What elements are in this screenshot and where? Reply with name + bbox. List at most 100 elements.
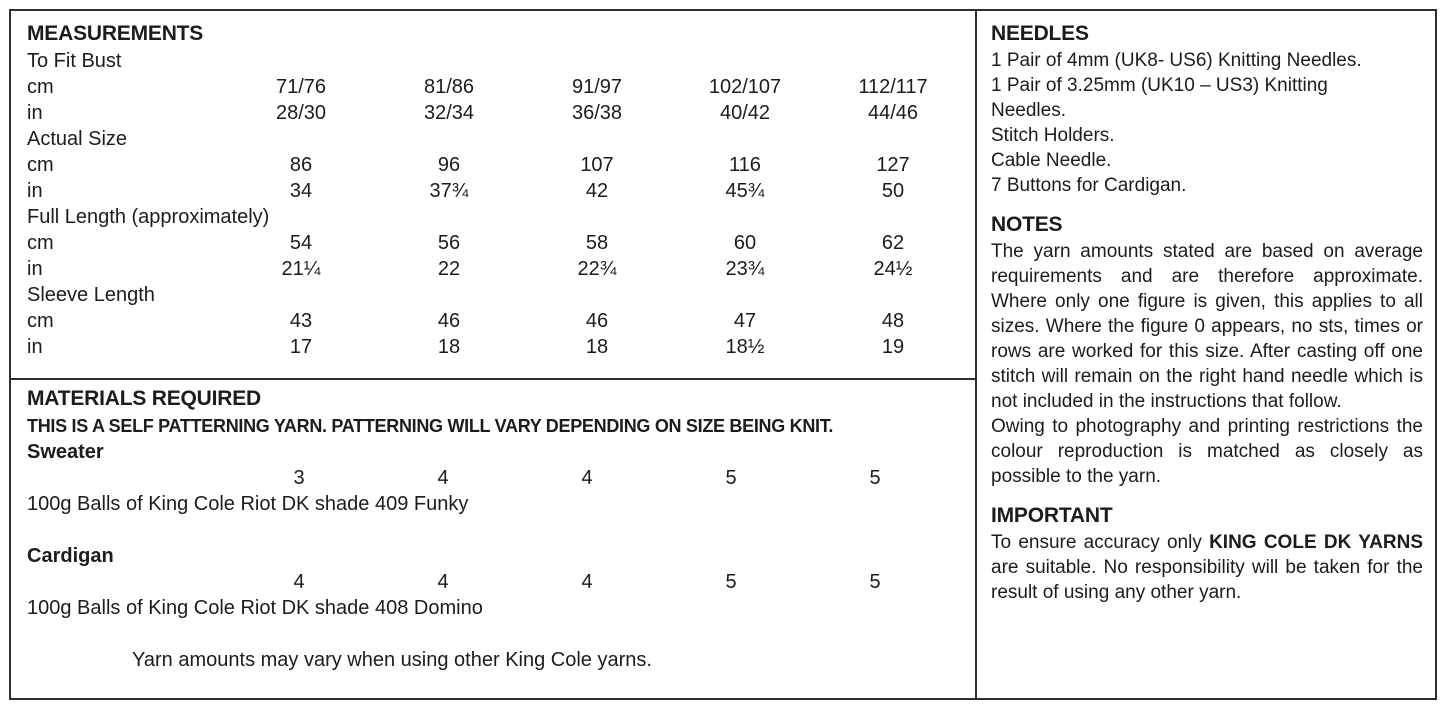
size-value: 28/30 bbox=[275, 102, 327, 124]
ball-quantity: 4 bbox=[293, 571, 305, 593]
garment-name-cardigan: Cardigan bbox=[27, 545, 114, 567]
empty-cell bbox=[27, 465, 227, 491]
ball-quantity: 4 bbox=[437, 571, 449, 593]
size-value: 21¼ bbox=[281, 258, 321, 280]
needles-line: Cable Needle. bbox=[991, 150, 1112, 171]
unit-label: cm bbox=[27, 232, 54, 254]
measurement-row-in: in 28/30 32/34 36/38 40/42 44/46 bbox=[27, 100, 967, 126]
measurements-section: MEASUREMENTS To Fit Bust cm 71/76 81/86 … bbox=[11, 11, 975, 380]
important-text-after: are suitable. No responsibility will be … bbox=[991, 557, 1423, 603]
right-panel: NEEDLES 1 Pair of 4mm (UK8- US6) Knittin… bbox=[977, 11, 1435, 698]
materials-title: MATERIALS REQUIRED bbox=[27, 387, 262, 410]
materials-subtitle: THIS IS A SELF PATTERNING YARN. PATTERNI… bbox=[27, 416, 834, 436]
measurement-group-label: Actual Size bbox=[27, 128, 128, 150]
ball-quantity: 5 bbox=[869, 571, 881, 593]
size-value: 24½ bbox=[873, 258, 913, 280]
size-value: 18 bbox=[585, 336, 609, 358]
left-panel: MEASUREMENTS To Fit Bust cm 71/76 81/86 … bbox=[11, 11, 977, 698]
needles-line: Stitch Holders. bbox=[991, 125, 1115, 146]
unit-label: cm bbox=[27, 310, 54, 332]
yarn-quantity-row-cardigan: 4 4 4 5 5 bbox=[27, 569, 967, 595]
needles-line: 1 Pair of 4mm (UK8- US6) Knitting Needle… bbox=[991, 50, 1362, 71]
size-value: 112/117 bbox=[858, 76, 928, 98]
measurement-row-cm: cm 54 56 58 60 62 bbox=[27, 230, 967, 256]
important-text-bold: KING COLE DK YARNS bbox=[1209, 532, 1423, 553]
yarn-footnote: Yarn amounts may vary when using other K… bbox=[132, 649, 652, 671]
size-value: 42 bbox=[585, 180, 609, 202]
size-value: 60 bbox=[733, 232, 757, 254]
size-value: 32/34 bbox=[423, 102, 475, 124]
size-value: 45¾ bbox=[725, 180, 765, 202]
ball-quantity: 3 bbox=[293, 467, 305, 489]
notes-title: NOTES bbox=[991, 213, 1063, 236]
spacer bbox=[27, 517, 967, 543]
needles-line: Needles. bbox=[991, 100, 1066, 121]
size-value: 48 bbox=[881, 310, 905, 332]
unit-label: in bbox=[27, 102, 43, 124]
size-value: 18½ bbox=[725, 336, 765, 358]
ball-quantity: 5 bbox=[869, 467, 881, 489]
measurement-row-cm: cm 71/76 81/86 91/97 102/107 112/117 bbox=[27, 74, 967, 100]
size-value: 36/38 bbox=[571, 102, 623, 124]
ball-quantity: 5 bbox=[725, 467, 737, 489]
notes-paragraph: The yarn amounts stated are based on ave… bbox=[991, 241, 1423, 412]
size-value: 44/46 bbox=[867, 102, 919, 124]
size-value: 86 bbox=[289, 154, 313, 176]
size-value: 43 bbox=[289, 310, 313, 332]
size-value: 50 bbox=[881, 180, 905, 202]
size-value: 23¾ bbox=[725, 258, 765, 280]
needles-line: 7 Buttons for Cardigan. bbox=[991, 175, 1187, 196]
size-value: 54 bbox=[289, 232, 313, 254]
size-value: 19 bbox=[881, 336, 905, 358]
measurement-row-in: in 17 18 18 18½ 19 bbox=[27, 334, 967, 360]
size-value: 40/42 bbox=[719, 102, 771, 124]
measurements-title: MEASUREMENTS bbox=[27, 22, 204, 45]
measurement-group-label: Sleeve Length bbox=[27, 284, 155, 306]
materials-section: MATERIALS REQUIRED THIS IS A SELF PATTER… bbox=[11, 380, 975, 698]
unit-label: cm bbox=[27, 154, 54, 176]
size-value: 107 bbox=[580, 154, 614, 176]
size-value: 46 bbox=[437, 310, 461, 332]
yarn-description-sweater: 100g Balls of King Cole Riot DK shade 40… bbox=[27, 493, 469, 515]
ball-quantity: 5 bbox=[725, 571, 737, 593]
notes-paragraph: Owing to photography and printing restri… bbox=[991, 416, 1423, 487]
size-value: 58 bbox=[585, 232, 609, 254]
unit-label: in bbox=[27, 258, 43, 280]
unit-label: in bbox=[27, 180, 43, 202]
unit-label: in bbox=[27, 336, 43, 358]
size-value: 91/97 bbox=[571, 76, 623, 98]
measurement-row-cm: cm 86 96 107 116 127 bbox=[27, 152, 967, 178]
empty-cell bbox=[27, 569, 227, 595]
measurement-group-label: To Fit Bust bbox=[27, 50, 122, 72]
yarn-description-cardigan: 100g Balls of King Cole Riot DK shade 40… bbox=[27, 597, 483, 619]
ball-quantity: 4 bbox=[581, 467, 593, 489]
size-value: 127 bbox=[876, 154, 910, 176]
size-value: 62 bbox=[881, 232, 905, 254]
size-value: 34 bbox=[289, 180, 313, 202]
size-value: 71/76 bbox=[275, 76, 327, 98]
size-value: 37¾ bbox=[429, 180, 469, 202]
important-title: IMPORTANT bbox=[991, 504, 1113, 527]
measurement-row-in: in 21¼ 22 22¾ 23¾ 24½ bbox=[27, 256, 967, 282]
important-text-before: To ensure accuracy only bbox=[991, 532, 1210, 553]
yarn-quantity-row-sweater: 3 4 4 5 5 bbox=[27, 465, 967, 491]
needles-line: 1 Pair of 3.25mm (UK10 – US3) Knitting bbox=[991, 75, 1328, 96]
size-value: 18 bbox=[437, 336, 461, 358]
important-paragraph: To ensure accuracy only KING COLE DK YAR… bbox=[991, 530, 1423, 605]
size-value: 22 bbox=[437, 258, 461, 280]
size-value: 22¾ bbox=[577, 258, 617, 280]
ball-quantity: 4 bbox=[581, 571, 593, 593]
needles-title: NEEDLES bbox=[991, 22, 1089, 45]
size-value: 47 bbox=[733, 310, 757, 332]
unit-label: cm bbox=[27, 76, 54, 98]
size-value: 17 bbox=[289, 336, 313, 358]
size-value: 102/107 bbox=[708, 76, 782, 98]
measurement-row-cm: cm 43 46 46 47 48 bbox=[27, 308, 967, 334]
ball-quantity: 4 bbox=[437, 467, 449, 489]
size-value: 96 bbox=[437, 154, 461, 176]
pattern-info-sheet: MEASUREMENTS To Fit Bust cm 71/76 81/86 … bbox=[9, 9, 1437, 700]
measurement-row-in: in 34 37¾ 42 45¾ 50 bbox=[27, 178, 967, 204]
measurement-group-label: Full Length (approximately) bbox=[27, 206, 270, 228]
size-value: 116 bbox=[729, 154, 761, 176]
size-value: 46 bbox=[585, 310, 609, 332]
